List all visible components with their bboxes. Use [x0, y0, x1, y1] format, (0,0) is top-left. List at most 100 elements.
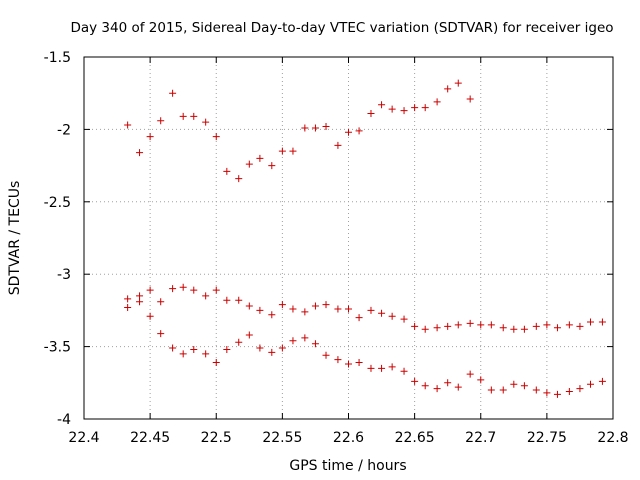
- data-point-middle: [576, 322, 584, 330]
- data-point-middle: [487, 321, 495, 329]
- data-point-upper: [146, 133, 154, 141]
- data-point-upper: [367, 109, 375, 117]
- data-point-middle: [553, 324, 561, 332]
- data-points: [124, 79, 606, 398]
- data-point-upper: [124, 121, 132, 129]
- axis-ticks: 22.4 22.45 22.5 22.55 22.6 22.65 22.7 22.75 22.8…: [44, 50, 629, 446]
- x-tick-label: 22.5: [201, 430, 232, 446]
- data-point-middle: [378, 309, 386, 317]
- data-point-middle: [411, 322, 419, 330]
- data-point-middle: [466, 319, 474, 327]
- data-point-upper: [378, 101, 386, 109]
- data-point-lower: [499, 386, 507, 394]
- x-tick-label: 22.7: [465, 430, 496, 446]
- data-point-upper: [421, 104, 429, 112]
- x-tick-label: 22.8: [597, 430, 628, 446]
- data-point-lower: [334, 356, 342, 364]
- grid: [84, 57, 613, 419]
- data-point-middle: [345, 305, 352, 313]
- y-tick-label: -2.5: [44, 195, 71, 211]
- data-point-lower: [212, 359, 220, 367]
- data-point-lower: [477, 376, 485, 384]
- data-point-middle: [532, 322, 540, 330]
- data-point-middle: [565, 321, 573, 329]
- data-point-middle: [587, 318, 595, 326]
- data-point-upper: [301, 124, 309, 132]
- data-point-lower: [256, 344, 264, 352]
- data-point-middle: [202, 292, 210, 300]
- x-tick-label: 22.65: [395, 430, 435, 446]
- data-point-lower: [355, 359, 363, 367]
- data-point-upper: [136, 149, 144, 157]
- y-axis-label: SDTVAR / TECUs: [7, 181, 23, 296]
- data-point-middle: [355, 314, 363, 322]
- data-point-middle: [268, 311, 276, 319]
- data-point-upper: [169, 89, 177, 97]
- data-point-lower: [576, 385, 584, 393]
- data-point-lower: [301, 334, 309, 342]
- data-point-lower: [202, 350, 210, 358]
- data-point-lower: [487, 386, 495, 394]
- data-point-middle: [289, 305, 297, 313]
- plot-frame: [83, 56, 614, 420]
- data-point-middle: [334, 305, 342, 313]
- data-point-middle: [322, 301, 330, 309]
- data-point-middle: [256, 306, 264, 314]
- data-point-middle: [367, 306, 375, 314]
- data-point-lower: [157, 330, 165, 338]
- data-point-upper: [212, 133, 220, 141]
- data-point-lower: [433, 385, 441, 393]
- x-axis-label: GPS time / hours: [289, 458, 406, 474]
- data-point-upper: [388, 105, 396, 113]
- data-point-upper: [256, 154, 264, 162]
- data-point-middle: [433, 324, 441, 332]
- data-point-lower: [553, 390, 561, 398]
- data-point-lower: [278, 344, 286, 352]
- data-point-lower: [587, 380, 595, 388]
- data-point-middle: [311, 302, 319, 310]
- data-point-middle: [190, 286, 198, 294]
- data-point-upper: [345, 128, 352, 136]
- x-tick-label: 22.45: [130, 430, 170, 446]
- data-point-middle: [520, 325, 528, 333]
- data-point-middle: [124, 295, 132, 303]
- chart-title: Day 340 of 2015, Sidereal Day-to-day VTE…: [70, 20, 613, 36]
- data-point-lower: [520, 382, 528, 390]
- data-point-upper: [278, 147, 286, 155]
- data-point-upper: [400, 107, 408, 115]
- data-point-lower: [532, 386, 540, 394]
- data-point-upper: [268, 162, 276, 170]
- data-point-upper: [179, 112, 187, 120]
- data-point-middle: [146, 286, 154, 294]
- data-point-upper: [466, 95, 474, 103]
- data-point-lower: [466, 370, 474, 378]
- data-point-middle: [157, 298, 165, 306]
- y-tick-label: -4: [57, 412, 71, 428]
- data-point-upper: [334, 141, 342, 149]
- data-point-middle: [388, 312, 396, 320]
- data-point-middle: [543, 321, 551, 329]
- data-point-lower: [235, 338, 243, 346]
- y-tick-label: -3.5: [44, 340, 71, 356]
- data-point-upper: [223, 167, 231, 175]
- data-point-upper: [433, 98, 441, 106]
- data-point-lower: [311, 340, 319, 348]
- data-point-middle: [223, 296, 231, 304]
- y-tick-label: -2: [57, 122, 71, 138]
- data-point-upper: [245, 160, 253, 168]
- data-point-lower: [169, 344, 177, 352]
- y-tick-label: -3: [57, 267, 71, 283]
- data-point-upper: [355, 127, 363, 135]
- data-point-lower: [289, 337, 297, 345]
- data-point-middle: [124, 304, 132, 312]
- data-point-middle: [212, 286, 220, 294]
- data-point-lower: [268, 348, 276, 356]
- data-point-lower: [367, 364, 375, 372]
- data-point-lower: [223, 345, 231, 353]
- x-tick-label: 22.4: [68, 430, 99, 446]
- data-point-lower: [146, 312, 154, 320]
- data-point-lower: [510, 380, 518, 388]
- data-point-middle: [421, 325, 429, 333]
